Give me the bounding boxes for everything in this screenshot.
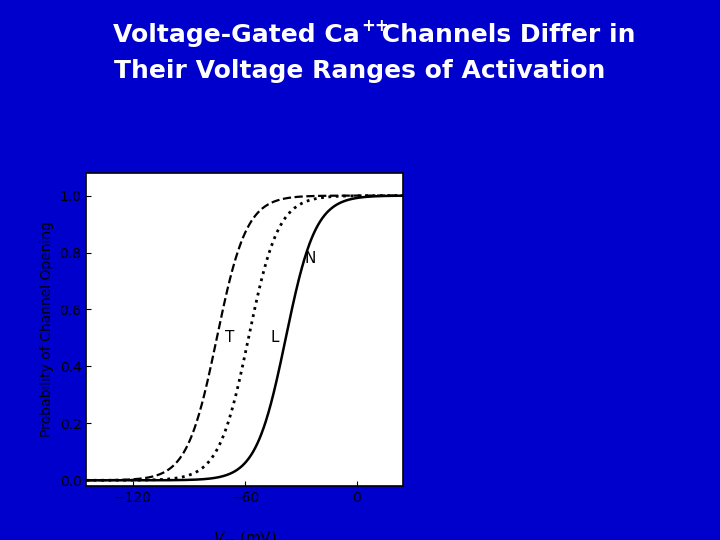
Text: N: N (305, 251, 315, 266)
Y-axis label: Probability of Channel Opening: Probability of Channel Opening (40, 221, 54, 437)
Text: ++: ++ (361, 17, 390, 35)
Text: Their Voltage Ranges of Activation: Their Voltage Ranges of Activation (114, 59, 606, 83)
Text: Voltage-Gated Ca: Voltage-Gated Ca (113, 23, 360, 47)
Text: $\mathit{V}_m$ (mV): $\mathit{V}_m$ (mV) (213, 530, 276, 540)
Text: Channels Differ in: Channels Differ in (373, 23, 636, 47)
Text: L: L (271, 330, 279, 346)
Text: T: T (225, 330, 235, 346)
